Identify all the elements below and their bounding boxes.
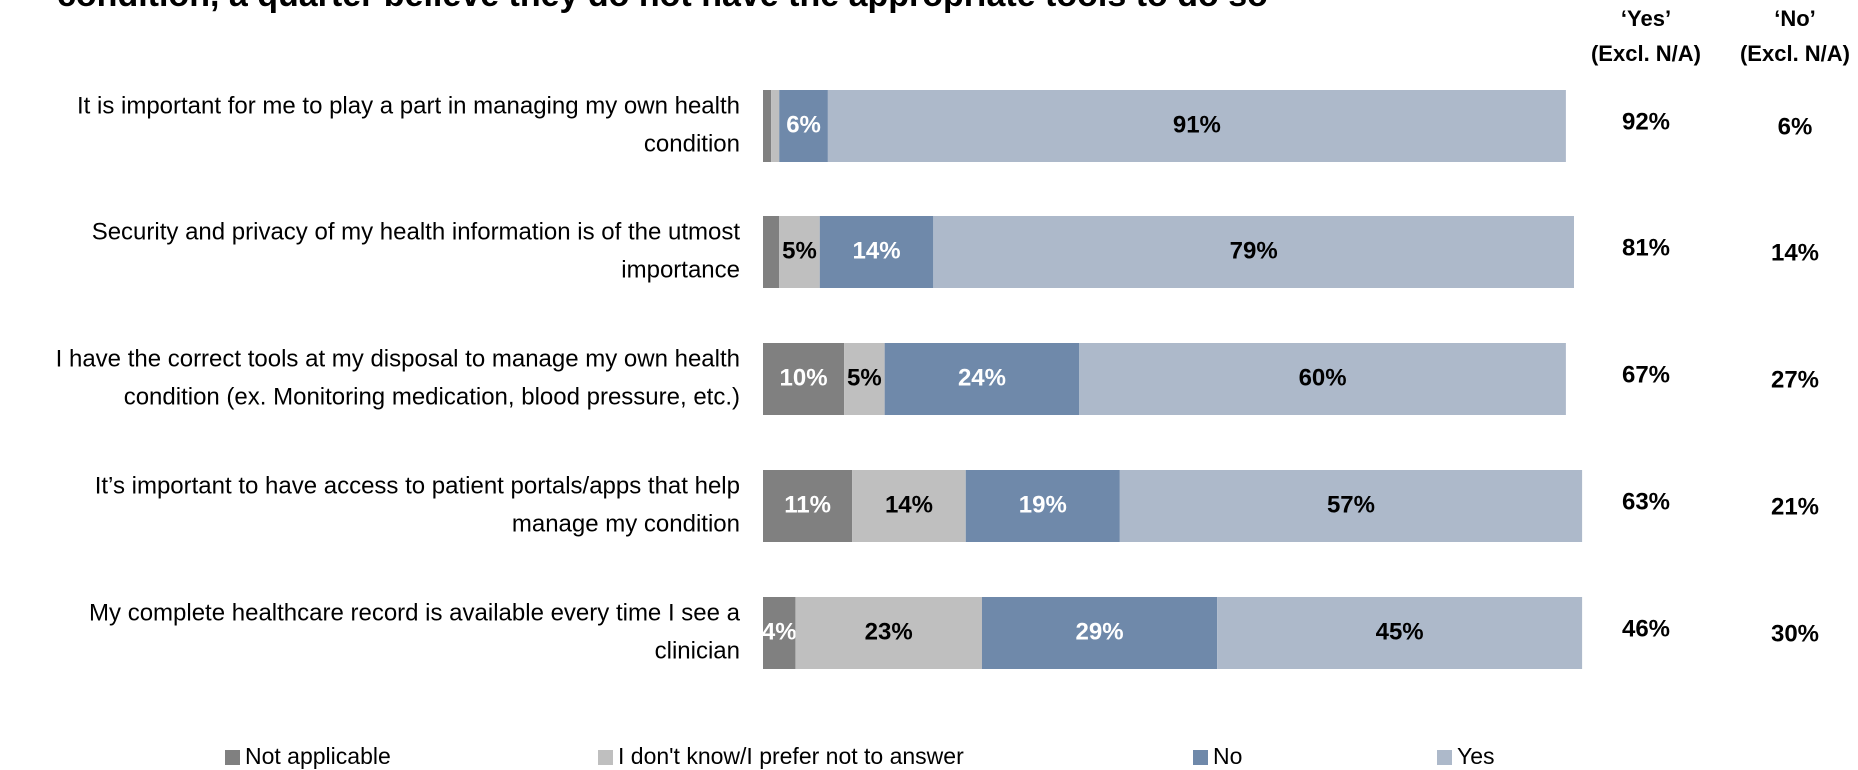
- column-value: 21%: [1771, 493, 1819, 520]
- column-value: 30%: [1771, 620, 1819, 647]
- legend-label: I don't know/I prefer not to answer: [618, 743, 964, 769]
- data-label: 45%: [1376, 618, 1424, 645]
- bar-segment: [1079, 343, 1566, 415]
- legend-swatch: [225, 750, 240, 765]
- category-label: It’s important to have access to patient…: [95, 472, 740, 499]
- bar-segment: [933, 216, 1574, 288]
- legend-label: Yes: [1457, 743, 1495, 769]
- category-label: manage my condition: [512, 510, 740, 537]
- data-label: 5%: [847, 364, 882, 391]
- category-label: Security and privacy of my health inform…: [92, 218, 741, 245]
- data-label: 29%: [1076, 618, 1124, 645]
- category-label: It is important for me to play a part in…: [77, 92, 740, 119]
- column-header: (Excl. N/A): [1591, 41, 1701, 66]
- column-value: 81%: [1622, 234, 1670, 261]
- data-label: 4%: [762, 618, 797, 645]
- bar-segment: [1217, 597, 1583, 669]
- category-label: condition (ex. Monitoring medication, bl…: [124, 383, 740, 410]
- bar-segment: [1119, 470, 1583, 542]
- data-label: 79%: [1230, 237, 1278, 264]
- column-value: 67%: [1622, 361, 1670, 388]
- bar-segment: [763, 216, 780, 288]
- category-label: My complete healthcare record is availab…: [89, 599, 741, 626]
- legend-swatch: [598, 750, 613, 765]
- bar-segment: [819, 216, 934, 288]
- chart-title: condition, a quarter believe they do not…: [57, 0, 1268, 14]
- column-value: 63%: [1622, 488, 1670, 515]
- data-label: 6%: [786, 111, 821, 138]
- bar-segment: [779, 90, 828, 162]
- legend-label: No: [1213, 743, 1242, 769]
- data-label: 14%: [853, 237, 901, 264]
- legend-swatch: [1437, 750, 1452, 765]
- data-label: 24%: [958, 364, 1006, 391]
- legend-swatch: [1193, 750, 1208, 765]
- bar-segment: [771, 90, 780, 162]
- column-value: 27%: [1771, 366, 1819, 393]
- data-label: 11%: [784, 491, 831, 518]
- bar-segment: [844, 343, 885, 415]
- column-value: 92%: [1622, 108, 1670, 135]
- legend-label: Not applicable: [245, 743, 391, 769]
- data-label: 91%: [1173, 111, 1221, 138]
- column-header: (Excl. N/A): [1740, 41, 1850, 66]
- bar-segment: [827, 90, 1566, 162]
- data-label: 10%: [780, 364, 828, 391]
- column-value: 46%: [1622, 615, 1670, 642]
- bar-segment: [965, 470, 1120, 542]
- category-label: clinician: [655, 637, 740, 664]
- bar-segment: [763, 470, 853, 542]
- bar-segment: [763, 597, 796, 669]
- bar-segment: [795, 597, 982, 669]
- category-label: condition: [644, 130, 740, 157]
- data-label: 57%: [1327, 491, 1375, 518]
- column-value: 6%: [1778, 113, 1813, 140]
- data-label: 60%: [1299, 364, 1347, 391]
- bar-segment: [763, 90, 772, 162]
- bar-segment: [981, 597, 1218, 669]
- data-label: 5%: [782, 237, 817, 264]
- column-header: ‘No’: [1774, 6, 1816, 31]
- bar-segment: [763, 343, 845, 415]
- data-label: 14%: [885, 491, 933, 518]
- data-label: 19%: [1019, 491, 1067, 518]
- bar-segment: [779, 216, 820, 288]
- data-label: 23%: [865, 618, 913, 645]
- column-header: ‘Yes’: [1621, 6, 1671, 31]
- category-label: importance: [621, 256, 740, 283]
- category-label: I have the correct tools at my disposal …: [56, 345, 740, 372]
- bar-segment: [852, 470, 966, 542]
- bar-segment: [884, 343, 1080, 415]
- column-value: 14%: [1771, 239, 1819, 266]
